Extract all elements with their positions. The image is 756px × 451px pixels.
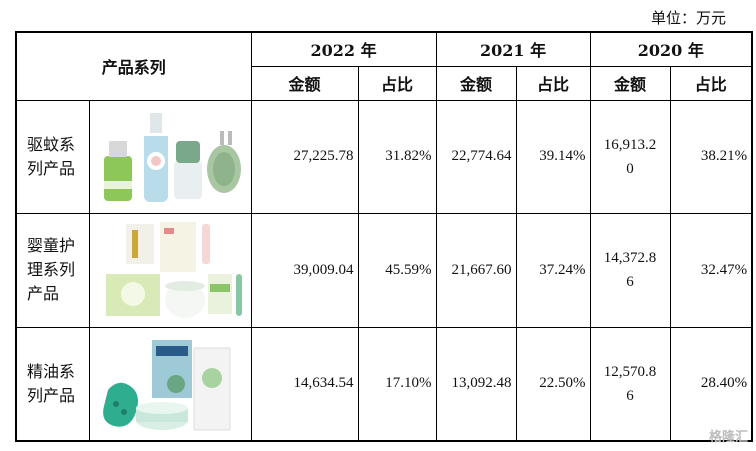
ratio-2022: 31.82% xyxy=(357,99,437,214)
header-ratio-2022: 占比 xyxy=(357,65,437,101)
header-year-2021: 2021 年 xyxy=(435,31,591,67)
amount-line: 16,913.2 xyxy=(603,136,657,153)
essential-oil-products-icon xyxy=(90,328,251,441)
product-revenue-table: 产品系列 2022 年 2021 年 2020 年 金额 占比 金额 占比 金额… xyxy=(15,31,754,442)
ratio-2022: 17.10% xyxy=(357,326,437,442)
amount-2022: 27,225.78 xyxy=(250,99,359,214)
amount-line: 0 xyxy=(626,160,634,177)
amount-line: 14,372.8 xyxy=(603,250,657,266)
amount-2022: 14,634.54 xyxy=(250,326,359,442)
amount-2021: 13,092.48 xyxy=(435,326,517,442)
amount-line: 6 xyxy=(626,274,634,290)
ratio-2020: 32.47% xyxy=(669,212,753,328)
category-line: 婴童护 xyxy=(27,236,76,255)
amount-2022: 39,009.04 xyxy=(250,212,359,328)
category-line: 精油系 xyxy=(27,361,76,381)
amount-2020: 16,913.2 0 xyxy=(589,99,671,214)
product-image-cell xyxy=(88,326,252,442)
header-ratio-2021: 占比 xyxy=(515,65,591,101)
category-line: 理系列 xyxy=(27,260,76,279)
table-row: 婴童护 理系列 产品 xyxy=(15,212,753,328)
category-line: 驱蚊系 xyxy=(27,134,76,154)
mosquito-repellent-products-icon xyxy=(90,101,251,213)
header-amount-2020: 金额 xyxy=(589,65,671,101)
category-cell: 驱蚊系 列产品 xyxy=(15,99,90,214)
ratio-2020: 38.21% xyxy=(669,99,753,214)
amount-2020: 14,372.8 6 xyxy=(589,212,671,328)
header-category: 产品系列 xyxy=(15,31,252,101)
watermark-logo: 格隆汇 xyxy=(708,430,748,445)
ratio-2022: 45.59% xyxy=(357,212,437,328)
ratio-2021: 39.14% xyxy=(515,99,591,214)
header-amount-2021: 金额 xyxy=(435,65,517,101)
table-row: 驱蚊系 列产品 xyxy=(15,99,753,214)
ratio-2020: 28.40% xyxy=(669,326,753,442)
category-line: 列产品 xyxy=(27,158,76,178)
amount-2021: 22,774.64 xyxy=(435,99,517,214)
ratio-2021: 37.24% xyxy=(515,212,591,328)
amount-2021: 21,667.60 xyxy=(435,212,517,328)
category-line: 产品 xyxy=(27,284,60,303)
amount-line: 12,570.8 xyxy=(603,363,657,380)
table-row: 精油系 列产品 14,634.54 xyxy=(15,326,753,442)
ratio-2021: 22.50% xyxy=(515,326,591,442)
header-amount-2022: 金额 xyxy=(250,65,359,101)
product-image-cell xyxy=(88,99,252,214)
header-year-2022: 2022 年 xyxy=(250,31,437,67)
category-cell: 精油系 列产品 xyxy=(15,326,90,442)
amount-line: 6 xyxy=(626,387,634,404)
header-ratio-2020: 占比 xyxy=(669,65,753,101)
header-year-2020: 2020 年 xyxy=(589,31,753,67)
product-image-cell xyxy=(88,212,252,328)
unit-label: 单位：万元 xyxy=(650,9,726,27)
category-cell: 婴童护 理系列 产品 xyxy=(15,212,90,328)
amount-2020: 12,570.8 6 xyxy=(589,326,671,442)
baby-care-products-icon xyxy=(90,214,251,327)
category-line: 列产品 xyxy=(27,385,76,405)
